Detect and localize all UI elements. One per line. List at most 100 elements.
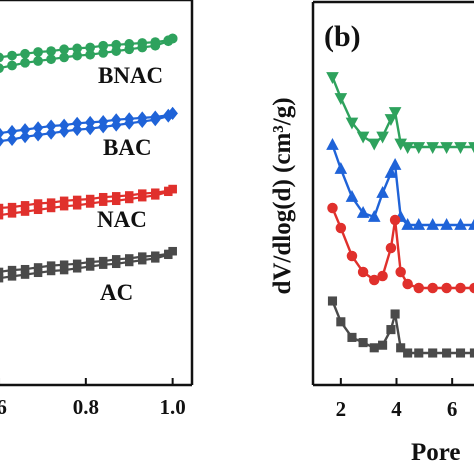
panel-b: (b) 2 4 6 dV/dlog(d) (cm³/g) Pore bbox=[269, 0, 474, 466]
nac-point bbox=[85, 194, 95, 204]
panel-a: .6 0.8 1.0 BNAC BAC NAC AC bbox=[0, 0, 194, 419]
nac-psd-point bbox=[368, 274, 380, 286]
nac-psd-point bbox=[413, 282, 425, 294]
ac-psd-point bbox=[442, 348, 452, 358]
bac-point bbox=[32, 121, 44, 135]
panel-a-x-tick-label: .6 bbox=[0, 395, 7, 419]
panel-a-x-ticks: .6 0.8 1.0 bbox=[0, 378, 186, 419]
bac-psd-point bbox=[367, 210, 381, 222]
panel-b-x-tick-label: 2 bbox=[336, 397, 347, 421]
nac-psd-point bbox=[357, 266, 369, 278]
bac-psd-point bbox=[440, 218, 453, 230]
bnac-point bbox=[0, 52, 4, 63]
bnac-point bbox=[72, 43, 83, 54]
bac-point bbox=[32, 128, 44, 142]
ac-psd-point bbox=[378, 340, 388, 350]
nac-point bbox=[164, 186, 173, 196]
ac-psd-point bbox=[403, 348, 413, 358]
bac-psd-point bbox=[345, 190, 359, 202]
ac-point bbox=[59, 260, 69, 269]
nac-point bbox=[85, 199, 95, 208]
ac-point bbox=[111, 259, 121, 269]
ac-point bbox=[20, 270, 30, 279]
ac-point bbox=[85, 262, 95, 271]
panel-b-x-ticks: 2 4 6 bbox=[336, 378, 457, 421]
bnac-psd-point bbox=[401, 142, 414, 154]
bac-point bbox=[45, 126, 57, 140]
bac-point bbox=[19, 130, 31, 144]
bnac-point bbox=[98, 40, 109, 51]
ac-point bbox=[33, 263, 43, 272]
bac-point bbox=[150, 110, 161, 124]
ac-point bbox=[85, 257, 95, 267]
bac-point bbox=[84, 115, 96, 129]
label-bac: BAC bbox=[103, 135, 152, 160]
ac-psd-point bbox=[369, 343, 379, 353]
nac-point bbox=[168, 184, 177, 194]
ac-point bbox=[151, 251, 160, 260]
label-bnac: BNAC bbox=[98, 63, 163, 88]
bnac-point bbox=[46, 54, 56, 65]
bac-point bbox=[6, 124, 18, 138]
nac-point bbox=[33, 199, 43, 208]
bac-point bbox=[124, 112, 135, 126]
bnac-point bbox=[20, 57, 30, 68]
ac-psd-point bbox=[358, 338, 368, 348]
nac-point bbox=[0, 210, 4, 220]
bnac-adsorption-line bbox=[0, 37, 174, 70]
bac-psd-line bbox=[331, 144, 474, 227]
bnac-psd-point bbox=[367, 138, 381, 151]
nac-point bbox=[125, 191, 134, 200]
nac-point bbox=[151, 188, 160, 197]
ac-desorption-line bbox=[0, 250, 174, 273]
nac-psd-point bbox=[455, 282, 466, 294]
bnac-point bbox=[33, 47, 43, 57]
ac-point bbox=[164, 249, 173, 259]
panel-b-x-tick-label: 4 bbox=[391, 397, 402, 421]
ac-point bbox=[7, 272, 17, 281]
ac-psd-point bbox=[386, 325, 396, 335]
nac-point bbox=[111, 196, 121, 206]
nac-psd-point bbox=[335, 222, 347, 234]
bac-point bbox=[19, 123, 31, 137]
nac-point bbox=[7, 202, 17, 212]
nac-point bbox=[7, 209, 17, 218]
bnac-psd-point bbox=[468, 142, 474, 154]
panel-b-curves bbox=[326, 72, 474, 358]
bac-point bbox=[97, 115, 109, 128]
ac-point bbox=[20, 264, 30, 274]
panel-b-y-axis-label: dV/dlog(d) (cm³/g) bbox=[269, 97, 296, 294]
nac-point bbox=[98, 197, 108, 206]
bac-psd-point bbox=[376, 186, 389, 198]
nac-point bbox=[72, 201, 82, 210]
bnac-point bbox=[7, 60, 17, 71]
bac-point bbox=[111, 113, 122, 127]
ac-point bbox=[168, 246, 177, 256]
ac-psd-point bbox=[347, 332, 357, 342]
bac-psd-point bbox=[454, 218, 467, 230]
nac-point bbox=[33, 205, 43, 215]
bnac-point bbox=[85, 49, 96, 60]
ac-psd-point bbox=[390, 309, 400, 319]
ac-psd-point bbox=[336, 317, 346, 327]
bnac-point bbox=[46, 46, 56, 56]
bac-psd-point bbox=[334, 162, 348, 174]
ac-point bbox=[138, 252, 147, 261]
bac-psd-point bbox=[326, 138, 339, 150]
bac-adsorption-line bbox=[0, 112, 174, 143]
ac-point bbox=[46, 266, 56, 276]
bnac-point bbox=[167, 33, 178, 44]
bnac-psd-point bbox=[394, 138, 407, 151]
ac-point bbox=[59, 265, 69, 275]
bnac-point bbox=[59, 44, 70, 55]
nac-psd-point bbox=[441, 282, 452, 294]
nac-psd-point bbox=[402, 278, 413, 290]
bac-point bbox=[0, 136, 5, 147]
bnac-psd-point bbox=[440, 142, 453, 154]
bnac-psd-point bbox=[384, 114, 398, 126]
nac-psd-point bbox=[327, 202, 338, 214]
bnac-psd-line bbox=[331, 76, 474, 149]
ac-point bbox=[72, 259, 82, 269]
bnac-point bbox=[85, 42, 96, 53]
